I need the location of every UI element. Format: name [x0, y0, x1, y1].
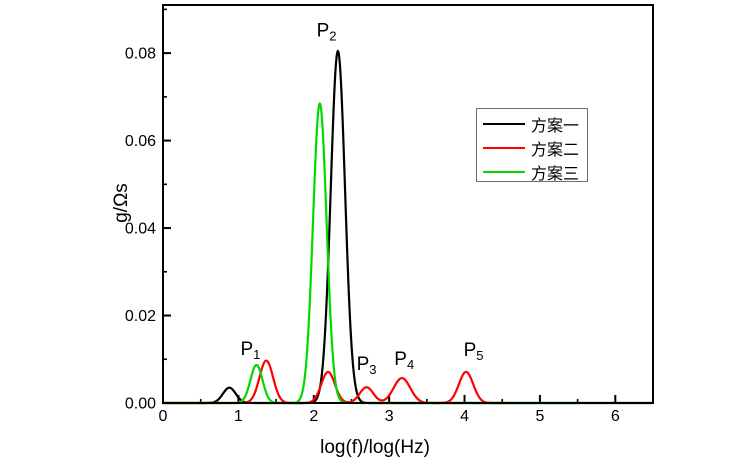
curve-series-1 — [161, 49, 654, 405]
legend-item-2: 方案二 — [483, 136, 581, 160]
y-axis-title: g/Ωs — [111, 183, 132, 223]
y-axis-tick-label: 0.08 — [125, 46, 156, 63]
peak-label-1: P1 — [240, 339, 260, 362]
peak-label-5: P5 — [464, 340, 484, 363]
legend-item-label: 方案一 — [531, 118, 580, 135]
legend-item-label: 方案二 — [531, 142, 580, 159]
x-axis-tick-label: 1 — [234, 408, 243, 425]
legend-line-swatch — [483, 147, 525, 149]
plot-border — [162, 4, 654, 404]
legend-item-label: 方案三 — [531, 166, 580, 183]
legend-item-3: 方案三 — [483, 160, 581, 184]
y-axis-tick-label: 0.02 — [125, 308, 156, 325]
peak-label-2: P2 — [317, 20, 337, 43]
peak-label-3: P3 — [357, 354, 377, 377]
legend-line-swatch — [483, 171, 525, 173]
x-axis-tick-label: 6 — [611, 408, 620, 425]
y-axis-tick-label: 0.00 — [125, 396, 156, 413]
x-axis-tick-label: 5 — [535, 408, 544, 425]
y-axis-tick-label: 0.06 — [125, 133, 156, 150]
x-axis-title: log(f)/log(Hz) — [320, 437, 430, 458]
legend: 方案一 方案二 方案三 — [476, 108, 588, 184]
y-axis-tick-label: 0.04 — [125, 221, 156, 238]
legend-item-1: 方案一 — [483, 112, 581, 136]
legend-line-swatch — [483, 123, 525, 125]
x-axis-tick-label: 0 — [159, 408, 168, 425]
x-axis-tick-label: 2 — [309, 408, 318, 425]
peak-label-4: P4 — [394, 349, 414, 372]
x-axis-tick-label: 3 — [385, 408, 394, 425]
x-axis-tick-label: 4 — [460, 408, 469, 425]
